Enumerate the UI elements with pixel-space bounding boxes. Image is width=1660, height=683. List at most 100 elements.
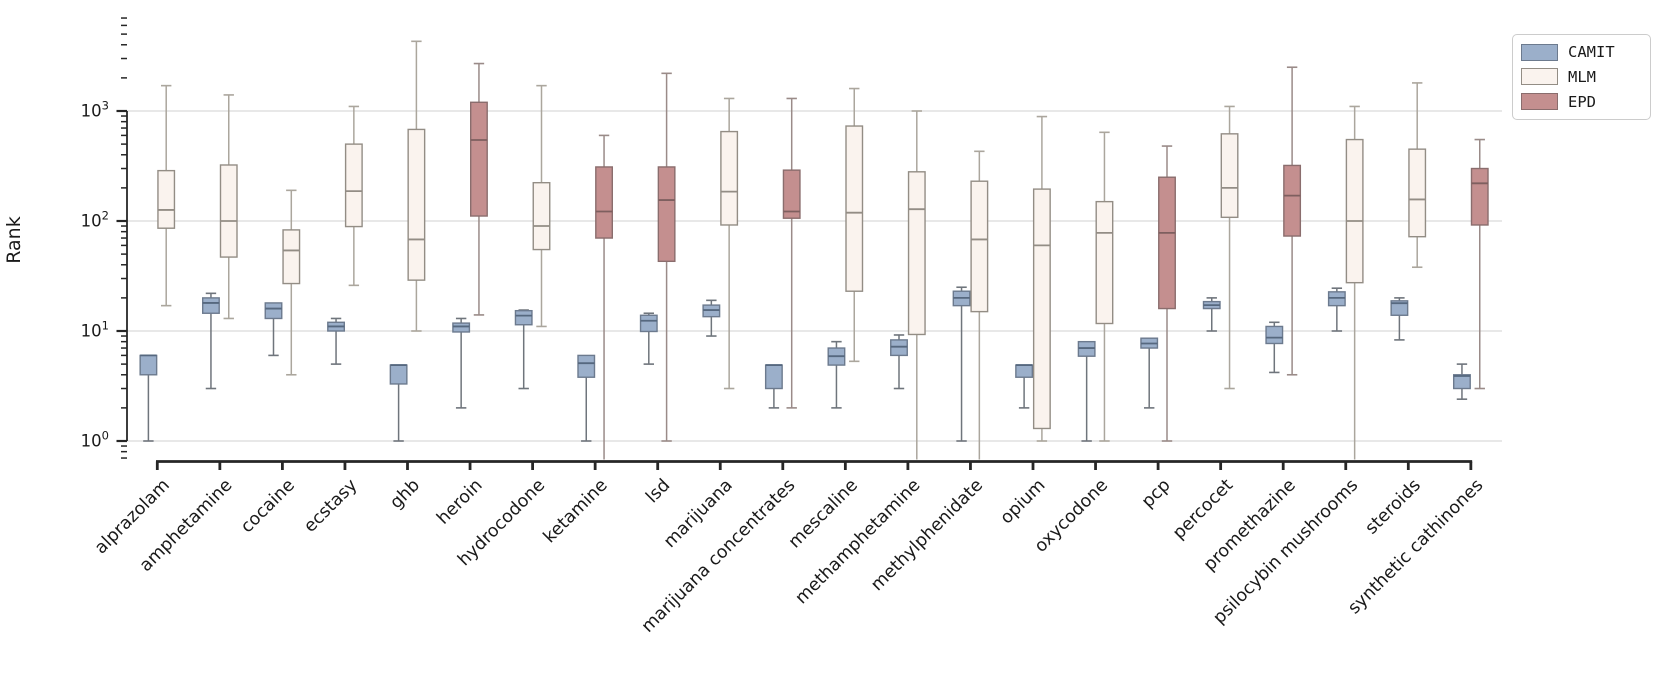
x-tick-label-heroin: heroin (433, 475, 486, 528)
box-hydrocodone-mlm-rect (532, 181, 551, 251)
x-tick-label-methylphenidate: methylphenidate (867, 475, 987, 595)
box-methylphenidate-mlm-rect (970, 180, 989, 313)
box-cocaine-camit-rect (264, 302, 283, 320)
x-tick-label-steroids: steroids (1362, 475, 1425, 538)
legend-label-camit: CAMIT (1568, 43, 1615, 62)
box-alprazolam-camit-rect (139, 354, 158, 376)
y-axis-title: Rank (3, 216, 25, 264)
box-heroin-epd-rect (470, 101, 488, 217)
legend-entry-epd: EPD (1521, 93, 1642, 111)
box-ketamine-camit-rect (577, 354, 596, 378)
box-methylphenidate-mlm (970, 150, 989, 460)
box-cocaine-mlm-rect (282, 229, 301, 285)
box-marijuana-concentrates-epd (782, 97, 801, 409)
box-synthetic-cathinones-camit (1452, 363, 1471, 400)
box-cocaine-mlm (282, 189, 301, 376)
box-alprazolam-camit (139, 354, 158, 442)
box-marijuana-concentrates-epd-rect (782, 169, 801, 219)
x-tick-label-lsd: lsd (642, 475, 674, 507)
legend: CAMIT MLM EPD (1512, 34, 1651, 120)
box-ketamine-camit (577, 354, 596, 442)
box-methamphetamine-camit (890, 334, 908, 390)
box-synthetic-cathinones-epd-rect (1470, 167, 1489, 226)
box-lsd-epd (657, 72, 676, 442)
legend-swatch-epd (1521, 93, 1558, 111)
x-tick-label-ghb: ghb (386, 475, 424, 513)
x-tick-label-ecstasy: ecstasy (300, 475, 361, 536)
y-tick-label-10e3: 103 (81, 99, 109, 121)
box-mescaline-mlm (845, 87, 864, 363)
box-heroin-camit (452, 317, 471, 409)
box-marijuana-mlm-rect (720, 130, 739, 226)
box-opium-mlm (1032, 115, 1051, 442)
box-amphetamine-camit-rect (201, 297, 220, 314)
box-oxycodone-mlm-rect (1095, 200, 1114, 325)
box-mescaline-camit (827, 340, 846, 409)
box-synthetic-cathinones-camit-rect (1452, 374, 1471, 390)
box-methamphetamine-camit-rect (890, 339, 908, 357)
box-ecstasy-mlm (344, 105, 363, 287)
box-ghb-mlm (407, 40, 426, 332)
box-lsd-epd-rect (657, 166, 676, 263)
box-ghb-camit (389, 364, 408, 442)
box-alprazolam-mlm (157, 84, 176, 307)
box-amphetamine-mlm (219, 94, 238, 320)
box-hydrocodone-mlm (532, 84, 551, 328)
box-steroids-mlm (1408, 82, 1427, 269)
box-ghb-mlm-rect (407, 128, 426, 281)
box-percocet-mlm-rect (1220, 133, 1239, 219)
legend-entry-mlm: MLM (1521, 68, 1642, 86)
box-ketamine-epd (595, 134, 613, 460)
box-steroids-camit (1390, 297, 1409, 341)
box-ghb-camit-rect (389, 364, 408, 385)
box-hydrocodone-camit (514, 309, 533, 390)
x-tick-label-ketamine: ketamine (540, 475, 612, 547)
y-tick-label-10e1: 101 (81, 319, 109, 341)
box-cocaine-camit (264, 302, 283, 357)
box-pcp-camit (1140, 337, 1159, 409)
box-ecstasy-camit (327, 317, 345, 365)
box-methamphetamine-mlm (907, 110, 926, 460)
box-methamphetamine-mlm-rect (907, 171, 926, 336)
box-opium-camit (1015, 364, 1034, 409)
box-psilocybin-mushrooms-mlm (1345, 105, 1364, 460)
box-lsd-camit (639, 312, 658, 365)
box-promethazine-camit (1265, 321, 1284, 374)
box-pcp-epd-rect (1158, 176, 1176, 310)
x-tick-label-cocaine: cocaine (237, 475, 299, 537)
legend-entry-camit: CAMIT (1521, 43, 1642, 61)
box-steroids-mlm-rect (1408, 148, 1427, 238)
box-percocet-camit (1202, 297, 1221, 332)
box-mescaline-mlm-rect (845, 125, 864, 292)
box-marijuana-concentrates-camit-rect (764, 364, 783, 390)
box-pcp-epd (1158, 145, 1176, 442)
box-alprazolam-mlm-rect (157, 169, 176, 229)
box-marijuana-mlm (720, 97, 739, 390)
box-opium-camit-rect (1015, 364, 1034, 378)
box-percocet-mlm (1220, 105, 1239, 390)
box-amphetamine-camit (201, 292, 220, 390)
box-hydrocodone-camit-rect (514, 309, 533, 326)
box-synthetic-cathinones-epd (1470, 138, 1489, 390)
box-ketamine-epd-rect (595, 166, 613, 239)
box-psilocybin-mushrooms-camit (1327, 287, 1346, 332)
y-tick-label-10e0: 100 (81, 429, 109, 451)
box-promethazine-epd-rect (1283, 164, 1302, 237)
legend-swatch-camit (1521, 43, 1558, 61)
box-marijuana-camit (702, 299, 721, 337)
x-tick-label-opium: opium (997, 475, 1050, 528)
box-oxycodone-camit (1077, 340, 1096, 442)
box-psilocybin-mushrooms-mlm-rect (1345, 138, 1364, 284)
legend-label-epd: EPD (1568, 92, 1596, 111)
legend-label-mlm: MLM (1568, 67, 1596, 86)
box-marijuana-concentrates-camit (764, 364, 783, 409)
legend-swatch-mlm (1521, 68, 1558, 86)
y-tick-label-10e2: 102 (81, 209, 109, 231)
x-tick-label-methamphetamine: methamphetamine (792, 475, 925, 608)
box-ecstasy-mlm-rect (344, 143, 363, 228)
box-heroin-camit-rect (452, 322, 471, 333)
box-steroids-camit-rect (1390, 300, 1409, 316)
box-promethazine-epd (1283, 66, 1302, 376)
